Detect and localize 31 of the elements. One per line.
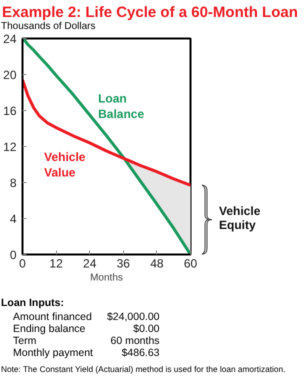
x-axis-title: Months	[90, 272, 123, 284]
x-tick-label: 24	[83, 256, 97, 270]
series-label: Loan Balance	[98, 92, 144, 122]
x-tick-label: 36	[116, 256, 130, 270]
text: Note: The Constant Yield (Actuarial) method is used for the loan amortization.	[1, 364, 286, 376]
text: 60 months	[110, 335, 160, 347]
x-tick-label: 60	[184, 256, 198, 270]
text: Amount financed	[12, 311, 93, 323]
y-tick-label: 12	[3, 140, 17, 154]
y-tick-label: 0	[10, 248, 17, 262]
y-tick-label: 4	[10, 212, 17, 226]
y-tick-label: 24	[3, 32, 17, 46]
text: $0.00	[132, 323, 160, 335]
x-tick-label: 12	[49, 256, 64, 270]
y-tick-label: 20	[3, 68, 17, 82]
text: Ending balance	[12, 323, 86, 335]
chart-title: Example 2: Life Cycle of a 60-Month Loan	[2, 3, 298, 22]
x-tick-label: 0	[19, 256, 26, 270]
y-axis-title: Thousands of Dollars	[1, 20, 96, 34]
series-label: Vehicle Value	[44, 150, 86, 180]
x-tick-label: 48	[150, 256, 164, 270]
line-series	[22, 38, 190, 254]
text: $24,000.00	[106, 311, 160, 323]
text: $486.63	[120, 347, 160, 359]
text: Monthly payment	[12, 347, 94, 359]
text: Loan Inputs:	[1, 296, 65, 311]
y-tick-label: 8	[10, 176, 17, 190]
line-series	[22, 78, 190, 187]
annotation: Vehicle Equity	[219, 204, 262, 232]
text: Term	[12, 335, 38, 347]
y-tick-label: 16	[3, 104, 17, 118]
